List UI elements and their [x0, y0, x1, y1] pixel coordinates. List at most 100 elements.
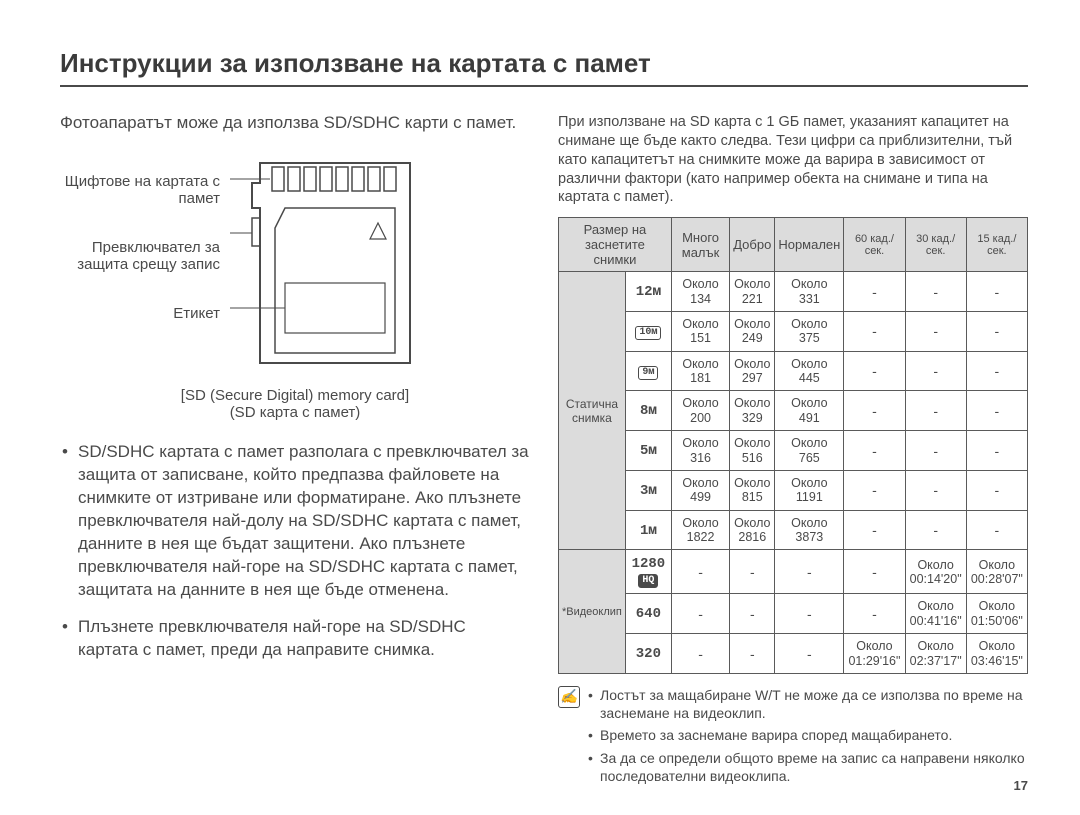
capacity-cell: Около1191 [775, 470, 844, 510]
capacity-cell: Около1822 [671, 510, 729, 550]
th-recsize: Размер на заснетите снимки [559, 218, 672, 272]
empty-cell: - [905, 272, 966, 312]
video-time-cell: Около01:50'06" [966, 594, 1027, 634]
video-size-cell: 640 [625, 594, 671, 634]
empty-cell: - [730, 634, 775, 674]
video-time-cell: Около00:14'20" [905, 550, 966, 594]
caption-bg: (SD карта с памет) [60, 404, 530, 421]
right-column: При използване на SD карта с 1 GБ памет,… [558, 113, 1028, 789]
label-label: Етикет [173, 305, 220, 322]
th-superfine: Много малък [671, 218, 729, 272]
left-intro: Фотоапаратът може да използва SD/SDHC ка… [60, 113, 530, 133]
content-columns: Фотоапаратът може да използва SD/SDHC ка… [60, 113, 1028, 789]
sd-diagram: Щифтове на картата с памет Превключвател… [60, 153, 530, 373]
empty-cell: - [844, 431, 905, 471]
capacity-cell: Около134 [671, 272, 729, 312]
capacity-cell: Около297 [730, 351, 775, 391]
empty-cell: - [844, 351, 905, 391]
empty-cell: - [844, 510, 905, 550]
capacity-cell: Около491 [775, 391, 844, 431]
capacity-cell: Около200 [671, 391, 729, 431]
empty-cell: - [775, 550, 844, 594]
caption-en: [SD (Secure Digital) memory card] [60, 387, 530, 404]
label-pins: Щифтове на картата с памет [60, 173, 220, 207]
capacity-cell: Около151 [671, 311, 729, 351]
size-cell: 3ᴍ [625, 470, 671, 510]
empty-cell: - [966, 391, 1027, 431]
size-cell: 1ᴍ [625, 510, 671, 550]
th-15fps: 15 кад./сек. [966, 218, 1027, 272]
size-cell: 9ᴍ [625, 351, 671, 391]
size-cell: 5ᴍ [625, 431, 671, 471]
capacity-table: Размер на заснетите снимки Много малък Д… [558, 217, 1028, 674]
video-time-cell: Около01:29'16" [844, 634, 905, 674]
th-30fps: 30 кад./сек. [905, 218, 966, 272]
empty-cell: - [905, 391, 966, 431]
empty-cell: - [905, 311, 966, 351]
capacity-cell: Около221 [730, 272, 775, 312]
capacity-cell: Около329 [730, 391, 775, 431]
empty-cell: - [966, 272, 1027, 312]
empty-cell: - [775, 594, 844, 634]
video-time-cell: Около02:37'17" [905, 634, 966, 674]
empty-cell: - [905, 431, 966, 471]
right-intro: При използване на SD карта с 1 GБ памет,… [558, 113, 1028, 207]
video-time-cell: - [844, 550, 905, 594]
empty-cell: - [844, 391, 905, 431]
empty-cell: - [844, 311, 905, 351]
video-time-cell: Около00:41'16" [905, 594, 966, 634]
empty-cell: - [905, 470, 966, 510]
page-title: Инструкции за използване на картата с па… [60, 48, 1028, 87]
note-2: Времето за заснемане варира според мащаб… [600, 726, 1028, 744]
note-icon: ✍ [558, 686, 580, 708]
rowgroup-video: *Видеоклип [559, 550, 626, 674]
th-fine: Добро [730, 218, 775, 272]
size-cell: 10ᴍ [625, 311, 671, 351]
note-1: Лостът за мащабиране W/T не може да се и… [600, 686, 1028, 722]
empty-cell: - [844, 272, 905, 312]
video-size-cell: 320 [625, 634, 671, 674]
empty-cell: - [730, 594, 775, 634]
capacity-cell: Около765 [775, 431, 844, 471]
capacity-cell: Около815 [730, 470, 775, 510]
capacity-cell: Около331 [775, 272, 844, 312]
bullet-1: SD/SDHC картата с памет разполага с прев… [78, 441, 530, 602]
capacity-cell: Около316 [671, 431, 729, 471]
capacity-cell: Около249 [730, 311, 775, 351]
empty-cell: - [966, 470, 1027, 510]
size-cell: 12ᴍ [625, 272, 671, 312]
note-block: ✍ Лостът за мащабиране W/T не може да се… [558, 686, 1028, 789]
empty-cell: - [671, 594, 729, 634]
capacity-cell: Около445 [775, 351, 844, 391]
empty-cell: - [966, 510, 1027, 550]
th-normal: Нормален [775, 218, 844, 272]
video-time-cell: Около00:28'07" [966, 550, 1027, 594]
rowgroup-still: Статична снимка [559, 272, 626, 550]
bullet-2: Плъзнете превключвателя най-горе на SD/S… [78, 616, 530, 662]
empty-cell: - [966, 351, 1027, 391]
left-bullets: SD/SDHC картата с памет разполага с прев… [60, 441, 530, 661]
sd-card-icon [230, 153, 460, 373]
video-time-cell: - [844, 594, 905, 634]
label-switch: Превключвател за защита срещу запис [60, 239, 220, 273]
empty-cell: - [905, 351, 966, 391]
empty-cell: - [671, 550, 729, 594]
capacity-cell: Около375 [775, 311, 844, 351]
video-time-cell: Около03:46'15" [966, 634, 1027, 674]
empty-cell: - [905, 510, 966, 550]
empty-cell: - [966, 431, 1027, 471]
empty-cell: - [730, 550, 775, 594]
empty-cell: - [775, 634, 844, 674]
left-column: Фотоапаратът може да използва SD/SDHC ка… [60, 113, 530, 789]
empty-cell: - [844, 470, 905, 510]
empty-cell: - [671, 634, 729, 674]
capacity-cell: Около516 [730, 431, 775, 471]
empty-cell: - [966, 311, 1027, 351]
size-cell: 8ᴍ [625, 391, 671, 431]
diagram-labels: Щифтове на картата с памет Превключвател… [60, 153, 220, 322]
capacity-cell: Около2816 [730, 510, 775, 550]
capacity-cell: Около499 [671, 470, 729, 510]
notes-list: Лостът за мащабиране W/T не може да се и… [588, 686, 1028, 789]
video-size-cell: 1280HQ [625, 550, 671, 594]
page-number: 17 [1014, 778, 1028, 793]
